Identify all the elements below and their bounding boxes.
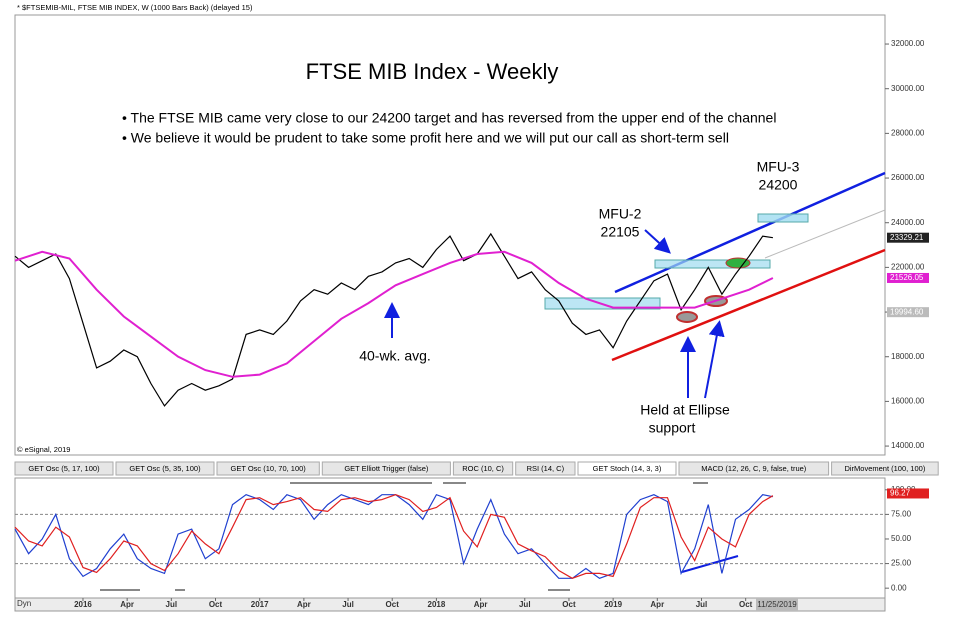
price-label-box bbox=[887, 232, 929, 243]
arrow bbox=[704, 320, 725, 399]
lower-channel bbox=[611, 248, 886, 362]
x-tick-label: Apr bbox=[297, 600, 311, 609]
annotation: Held at Ellipse bbox=[640, 402, 730, 418]
annotation: 22105 bbox=[601, 224, 640, 240]
price-label: 96.27 bbox=[890, 489, 911, 498]
price-label: 23329.21 bbox=[890, 233, 924, 242]
time-axis bbox=[14, 597, 886, 612]
header: * $FTSEMIB-MIL, FTSE MIB INDEX, W (1000 … bbox=[17, 3, 253, 12]
bullet: • The FTSE MIB came very close to our 24… bbox=[122, 110, 776, 126]
x-tick-label: Oct bbox=[386, 600, 400, 609]
ellipse bbox=[676, 311, 698, 323]
tab-label[interactable]: ROC (10, C) bbox=[462, 464, 504, 473]
annotation: 24200 bbox=[759, 177, 798, 193]
tab[interactable] bbox=[577, 461, 677, 476]
y-tick-label: 22000.00 bbox=[891, 262, 925, 271]
tab[interactable] bbox=[515, 461, 576, 476]
y-tick-label: 50.00 bbox=[891, 534, 912, 543]
series-line bbox=[14, 232, 773, 407]
x-tick-label: Oct bbox=[739, 600, 753, 609]
x-tick-label: 2017 bbox=[251, 600, 269, 609]
x-tick-label: Apr bbox=[120, 600, 134, 609]
price-pane bbox=[14, 14, 886, 456]
cursor-date: 11/25/2019 bbox=[757, 600, 797, 609]
tab-label[interactable]: GET Osc (10, 70, 100) bbox=[230, 464, 306, 473]
chart-title: FTSE MIB Index - Weekly bbox=[306, 59, 559, 84]
y-tick-label: 32000.00 bbox=[891, 39, 925, 48]
price-label-box bbox=[887, 272, 929, 283]
cursor-box bbox=[756, 598, 798, 611]
zone bbox=[757, 213, 809, 223]
y-tick-label: 0.00 bbox=[891, 583, 907, 592]
ellipse bbox=[725, 257, 751, 269]
price-label: 21526.05 bbox=[890, 273, 924, 282]
tab-label[interactable]: MACD (12, 26, C, 9, false, true) bbox=[701, 464, 807, 473]
price-label-box bbox=[887, 488, 929, 499]
tab[interactable] bbox=[321, 461, 451, 476]
tab-label[interactable]: GET Osc (5, 17, 100) bbox=[28, 464, 100, 473]
x-tick-label: Jul bbox=[342, 600, 354, 609]
series-line bbox=[14, 250, 774, 378]
tab[interactable] bbox=[14, 461, 114, 476]
y-tick-label: 24000.00 bbox=[891, 218, 925, 227]
signal-marks bbox=[100, 482, 708, 591]
tab-label[interactable]: GET Elliott Trigger (false) bbox=[344, 464, 429, 473]
x-tick-label: Apr bbox=[650, 600, 664, 609]
annotation: MFU-2 bbox=[599, 206, 642, 222]
annotation: 40-wk. avg. bbox=[359, 348, 431, 364]
tab-label[interactable]: GET Osc (5, 35, 100) bbox=[129, 464, 201, 473]
tab[interactable] bbox=[678, 461, 830, 476]
arrow bbox=[644, 229, 671, 254]
tab[interactable] bbox=[216, 461, 320, 476]
y-tick-label: 16000.00 bbox=[891, 397, 925, 406]
bullet: • We believe it would be prudent to take… bbox=[122, 130, 729, 146]
y-tick-label: 28000.00 bbox=[891, 128, 925, 137]
upper-channel bbox=[614, 171, 886, 294]
x-tick-label: Oct bbox=[209, 600, 223, 609]
x-tick-label: 2016 bbox=[74, 600, 92, 609]
y-tick-label: 25.00 bbox=[891, 559, 912, 568]
x-tick-label: Jul bbox=[166, 600, 178, 609]
annotation: MFU-3 bbox=[757, 159, 800, 175]
y-tick-label: 75.00 bbox=[891, 510, 912, 519]
x-tick-label: Apr bbox=[474, 600, 488, 609]
annotation: support bbox=[649, 420, 696, 436]
tab[interactable] bbox=[115, 461, 215, 476]
x-tick-label: 2018 bbox=[428, 600, 446, 609]
tab-label[interactable]: RSI (14, C) bbox=[527, 464, 565, 473]
y-tick-label: 26000.00 bbox=[891, 173, 925, 182]
zone bbox=[654, 259, 771, 269]
mid-channel bbox=[764, 209, 886, 259]
tab[interactable] bbox=[452, 461, 514, 476]
x-tick-label: Oct bbox=[562, 600, 576, 609]
y-tick-label: 30000.00 bbox=[891, 84, 925, 93]
copyright: © eSignal, 2019 bbox=[17, 445, 70, 454]
y-tick-label: 14000.00 bbox=[891, 441, 925, 450]
x-tick-label: 2019 bbox=[604, 600, 622, 609]
series-line bbox=[14, 494, 774, 579]
price-label-box bbox=[887, 307, 929, 318]
price-label: 19994.60 bbox=[890, 307, 924, 316]
tab-label[interactable]: GET Stoch (14, 3, 3) bbox=[593, 464, 662, 473]
x-start-label: Dyn bbox=[17, 599, 31, 608]
x-tick-label: Jul bbox=[519, 600, 531, 609]
y-tick-label: 18000.00 bbox=[891, 352, 925, 361]
x-tick-label: Jul bbox=[696, 600, 708, 609]
tab[interactable] bbox=[831, 461, 939, 476]
tab-label[interactable]: DirMovement (100, 100) bbox=[844, 464, 925, 473]
